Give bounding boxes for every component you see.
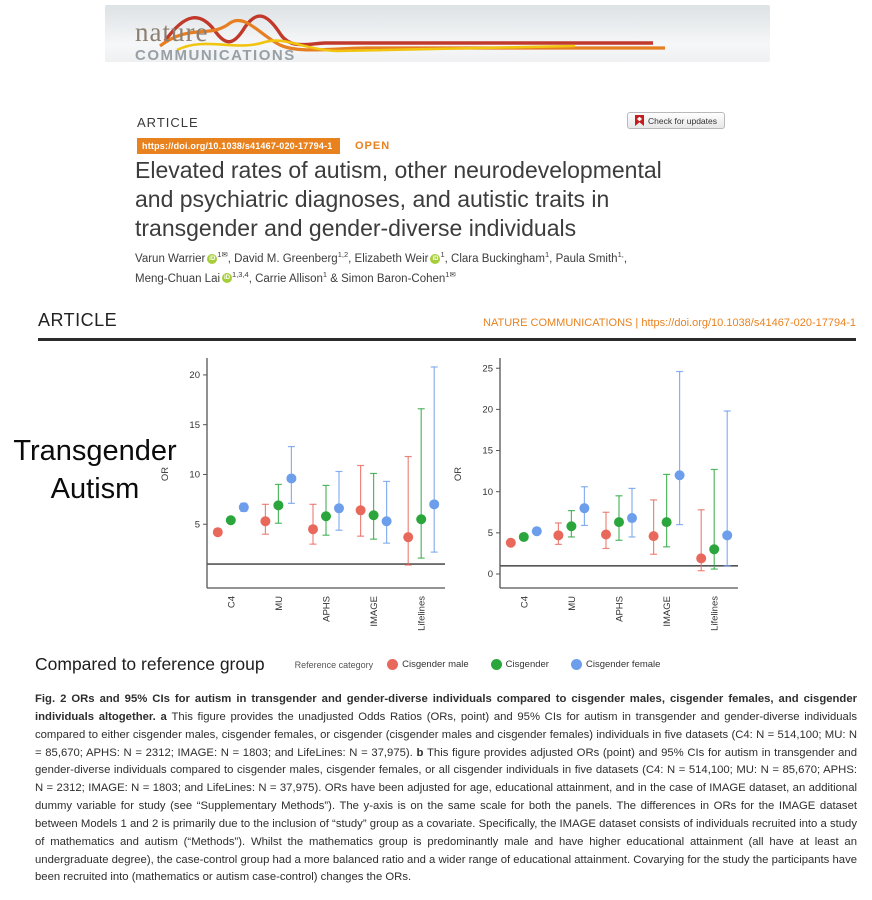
- journal-name: nature: [135, 17, 209, 47]
- x-tick-label: C4: [519, 596, 530, 608]
- author-affiliation-sup: 1: [440, 250, 445, 259]
- or-point: [722, 530, 733, 541]
- journal-brand: nature COMMUNICATIONS: [135, 17, 296, 63]
- crossmark-icon: [635, 115, 644, 126]
- legend-items: Cisgender male Cisgender Cisgender female: [387, 659, 660, 670]
- x-tick-label: Lifelines: [417, 596, 428, 631]
- orcid-icon: iD: [430, 253, 441, 264]
- or-point: [416, 514, 427, 525]
- or-point: [381, 516, 392, 527]
- y-tick-label: 25: [482, 363, 493, 374]
- or-point: [648, 531, 659, 542]
- or-point: [225, 515, 236, 526]
- doi-badge-link[interactable]: https://doi.org/10.1038/s41467-020-17794…: [137, 138, 340, 154]
- or-point: [238, 502, 249, 513]
- or-point: [661, 517, 672, 528]
- check-for-updates-label: Check for updates: [648, 115, 717, 126]
- forest-plot-panel-a: 5 10 15 20 OR C4 MU APHS IMAGE Lifelines: [160, 358, 445, 631]
- legend-item-label: Cisgender: [505, 659, 549, 670]
- x-tick-label: APHS: [322, 596, 333, 622]
- or-point: [308, 524, 318, 535]
- article-label: ARTICLE: [137, 115, 199, 130]
- y-axis-title: OR: [453, 467, 464, 481]
- x-tick-label: IMAGE: [662, 596, 673, 627]
- x-tick-label: MU: [274, 596, 285, 611]
- reference-category-label: Reference category: [294, 659, 374, 670]
- legend-item: Cisgender: [490, 659, 549, 670]
- or-point: [355, 505, 366, 516]
- or-point: [260, 516, 271, 527]
- legend-dot-icon: [490, 659, 502, 670]
- x-tick-label: MU: [567, 596, 578, 611]
- legend-dot-icon: [570, 659, 582, 670]
- compared-to-reference-label: Compared to reference group: [35, 654, 265, 674]
- orcid-icon: iD: [222, 273, 233, 284]
- or-point: [321, 511, 331, 522]
- y-tick-label: 10: [189, 470, 200, 481]
- or-point: [627, 513, 637, 524]
- open-access-label: OPEN: [355, 140, 391, 152]
- y-tick-label: 20: [482, 405, 493, 416]
- figure-legend: Compared to reference group Reference ca…: [35, 654, 845, 675]
- nature-logo-waves: [159, 14, 665, 53]
- y-axis-title: OR: [160, 467, 171, 481]
- or-point: [531, 526, 542, 537]
- y-tick-label: 15: [189, 420, 200, 431]
- or-point: [674, 470, 685, 481]
- orcid-icon: iD: [207, 253, 218, 264]
- author-affiliation-sup: 1,3,4: [232, 269, 249, 279]
- author-affiliation-sup: 1: [322, 269, 328, 279]
- legend-item-label: Cisgender female: [585, 659, 661, 670]
- author-affiliation-sup: 1,: [617, 250, 624, 259]
- legend-item-label: Cisgender male: [402, 659, 469, 670]
- author-affiliation-sup: 1: [545, 250, 550, 259]
- or-point: [429, 499, 440, 510]
- figure-overlay-label: Transgender Autism: [13, 435, 177, 506]
- or-point: [696, 553, 707, 564]
- or-point: [273, 500, 284, 511]
- journal-subname: COMMUNICATIONS: [135, 47, 296, 62]
- x-tick-label: APHS: [615, 596, 626, 622]
- x-tick-label: C4: [226, 596, 237, 608]
- author-affiliation-sup: 1✉: [217, 250, 228, 259]
- running-header: ARTICLE NATURE COMMUNICATIONS | https://…: [38, 310, 856, 341]
- check-for-updates-button[interactable]: Check for updates: [627, 112, 725, 129]
- or-point: [368, 510, 379, 521]
- figure-caption: Fig. 2 ORs and 95% CIs for autism in tra…: [35, 693, 857, 884]
- legend-item: Cisgender female: [570, 659, 661, 670]
- or-point: [505, 537, 516, 548]
- y-tick-label: 0: [488, 569, 493, 580]
- y-tick-label: 15: [482, 446, 493, 457]
- or-point: [553, 530, 564, 541]
- legend-item: Cisgender male: [387, 659, 469, 670]
- or-point: [212, 527, 223, 538]
- or-point: [579, 503, 590, 514]
- author-list: Varun Warrier iD 1✉, David M. Greenberg1,2…: [135, 250, 628, 285]
- figure-2: Transgender Autism 5 10 15 20 OR C4 MU APHS IMAGE…: [0, 350, 872, 658]
- x-tick-label: Lifelines: [710, 596, 721, 631]
- or-point: [601, 529, 611, 540]
- running-header-article: ARTICLE: [38, 310, 118, 330]
- or-point: [614, 517, 624, 528]
- y-tick-label: 10: [482, 487, 493, 498]
- legend-dot-icon: [387, 659, 399, 670]
- or-point: [334, 503, 344, 514]
- forest-plot-panel-b: 0 5 10 15 20 25 OR C4 MU APHS IMAGE Lifelines: [453, 358, 738, 631]
- running-header-journal-link[interactable]: NATURE COMMUNICATIONS | https://doi.org/…: [483, 317, 856, 329]
- article-title: Elevated rates of autism, other neurodev…: [135, 157, 662, 242]
- or-point: [286, 473, 297, 484]
- or-point: [518, 531, 529, 542]
- or-point: [403, 532, 414, 543]
- author-affiliation-sup: 1✉: [445, 269, 456, 279]
- y-tick-label: 5: [488, 528, 493, 539]
- y-tick-label: 20: [189, 370, 200, 381]
- or-point: [566, 521, 577, 532]
- author-affiliation-sup: 1,2: [337, 250, 349, 259]
- or-point: [709, 544, 720, 555]
- y-tick-label: 5: [195, 519, 200, 530]
- x-tick-label: IMAGE: [369, 596, 380, 627]
- journal-banner: nature COMMUNICATIONS: [105, 5, 770, 62]
